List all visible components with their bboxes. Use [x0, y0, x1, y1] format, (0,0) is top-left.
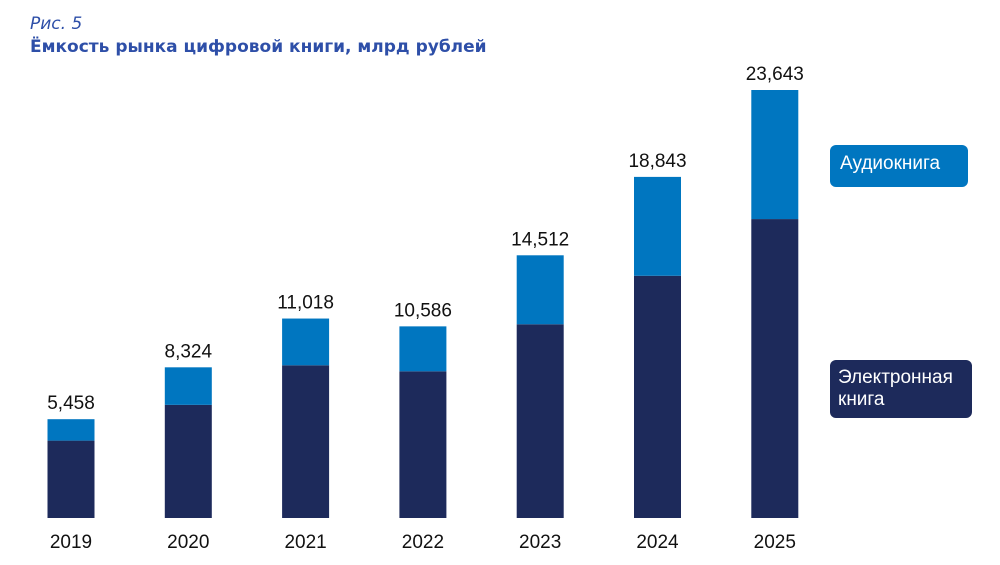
total-label-2024: 18,843 [628, 151, 686, 172]
total-label-2025: 23,643 [746, 64, 804, 85]
total-label-2019: 5,458 [47, 393, 95, 414]
x-tick-label-2025: 2025 [754, 532, 796, 553]
bar-ebook-2025 [751, 219, 799, 519]
total-label-2021: 11,018 [277, 293, 334, 314]
bar-audiobook-2022 [399, 326, 447, 372]
x-tick-label-2022: 2022 [402, 532, 444, 553]
total-label-2020: 8,324 [165, 341, 213, 362]
chart-title: Ёмкость рынка цифровой книги, млрд рубле… [30, 37, 487, 57]
x-tick-label-2019: 2019 [50, 532, 92, 553]
bar-audiobook-2019 [47, 419, 95, 441]
bar-ebook-2022 [399, 371, 447, 518]
bar-audiobook-2020 [164, 367, 212, 405]
bar-ebook-2024 [634, 275, 681, 518]
bar-ebook-2020 [164, 404, 212, 518]
total-label-2023: 14,512 [511, 229, 569, 250]
bar-ebook-2021 [282, 365, 330, 518]
bar-ebook-2023 [516, 324, 564, 518]
total-label-2022: 10,586 [394, 300, 452, 321]
bar-ebook-2019 [47, 440, 95, 518]
bar-audiobook-2023 [516, 255, 564, 325]
figure-label: Рис. 5 [30, 14, 83, 34]
legend-ebook: Электронная книга [830, 360, 972, 418]
x-tick-label-2020: 2020 [167, 532, 209, 553]
x-tick-label-2021: 2021 [284, 532, 326, 553]
legend-audiobook: Аудиокнига [830, 145, 968, 187]
bar-audiobook-2024 [634, 176, 681, 276]
bar-audiobook-2025 [751, 90, 799, 220]
x-tick-label-2023: 2023 [519, 532, 561, 553]
bar-audiobook-2021 [282, 318, 330, 366]
x-tick-label-2024: 2024 [636, 532, 679, 553]
